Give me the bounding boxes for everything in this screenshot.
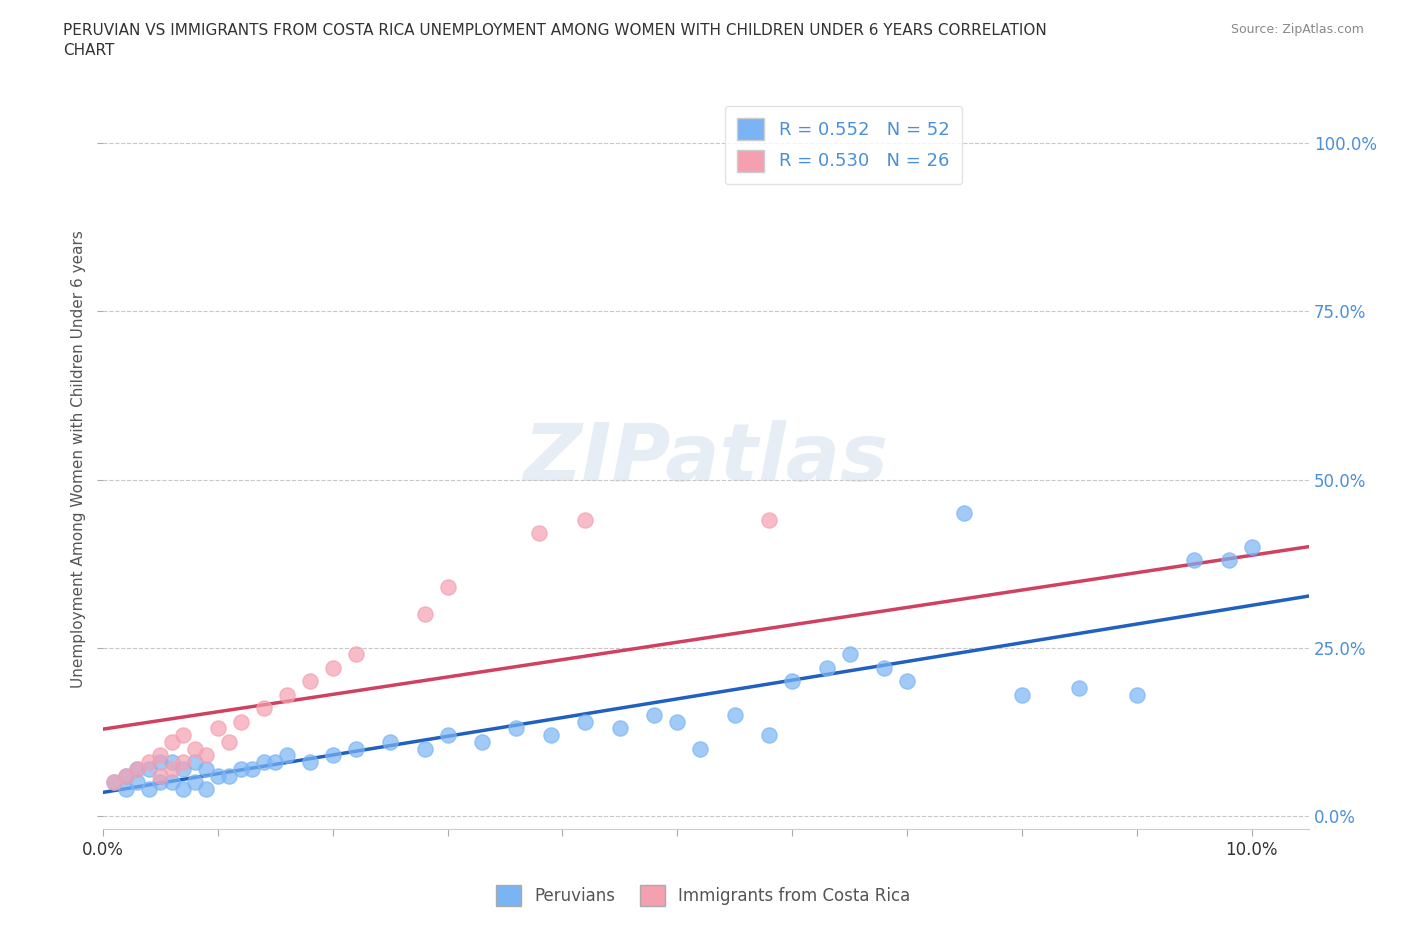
Point [322,660,344,675]
Point [127,775,149,790]
Point [115,781,138,796]
Point [195,781,218,796]
Point [1218,552,1240,567]
Point [207,721,229,736]
Point [138,754,160,769]
Point [229,714,252,729]
Point [160,775,183,790]
Point [838,647,860,662]
Point [172,762,194,777]
Point [138,781,160,796]
Point [172,728,194,743]
Legend: R = 0.552   N = 52, R = 0.530   N = 26: R = 0.552 N = 52, R = 0.530 N = 26 [724,106,962,184]
Point [149,748,172,763]
Point [436,728,458,743]
Point [229,762,252,777]
Point [160,754,183,769]
Point [436,579,458,594]
Point [207,768,229,783]
Point [471,735,494,750]
Point [195,762,218,777]
Point [873,660,896,675]
Point [276,687,298,702]
Legend: Peruvians, Immigrants from Costa Rica: Peruvians, Immigrants from Costa Rica [489,879,917,912]
Point [115,768,138,783]
Point [127,762,149,777]
Point [666,714,689,729]
Point [298,754,321,769]
Point [253,754,276,769]
Point [689,741,711,756]
Point [1126,687,1149,702]
Point [184,741,207,756]
Point [344,647,367,662]
Point [344,741,367,756]
Point [529,526,551,541]
Point [896,674,918,689]
Point [160,735,183,750]
Point [149,775,172,790]
Point [758,512,780,527]
Point [127,762,149,777]
Text: PERUVIAN VS IMMIGRANTS FROM COSTA RICA UNEMPLOYMENT AMONG WOMEN WITH CHILDREN UN: PERUVIAN VS IMMIGRANTS FROM COSTA RICA U… [63,23,1047,58]
Point [505,721,527,736]
Point [1011,687,1033,702]
Text: ZIPatlas: ZIPatlas [523,420,889,498]
Point [115,768,138,783]
Point [240,762,263,777]
Point [184,775,207,790]
Text: Source: ZipAtlas.com: Source: ZipAtlas.com [1230,23,1364,36]
Point [1240,539,1263,554]
Point [160,762,183,777]
Point [643,708,665,723]
Point [758,728,780,743]
Point [264,754,287,769]
Point [1182,552,1205,567]
Point [138,762,160,777]
Point [298,674,321,689]
Y-axis label: Unemployment Among Women with Children Under 6 years: Unemployment Among Women with Children U… [72,231,86,688]
Point [103,775,125,790]
Point [218,735,240,750]
Point [815,660,838,675]
Point [780,674,803,689]
Point [413,606,436,621]
Point [195,748,218,763]
Point [574,714,596,729]
Point [276,748,298,763]
Point [953,506,976,521]
Point [378,735,401,750]
Point [149,768,172,783]
Point [322,748,344,763]
Point [172,781,194,796]
Point [1069,681,1091,696]
Point [574,512,596,527]
Point [724,708,747,723]
Point [253,701,276,716]
Point [540,728,562,743]
Point [218,768,240,783]
Point [184,754,207,769]
Point [413,741,436,756]
Point [103,775,125,790]
Point [609,721,631,736]
Point [172,754,194,769]
Point [149,754,172,769]
